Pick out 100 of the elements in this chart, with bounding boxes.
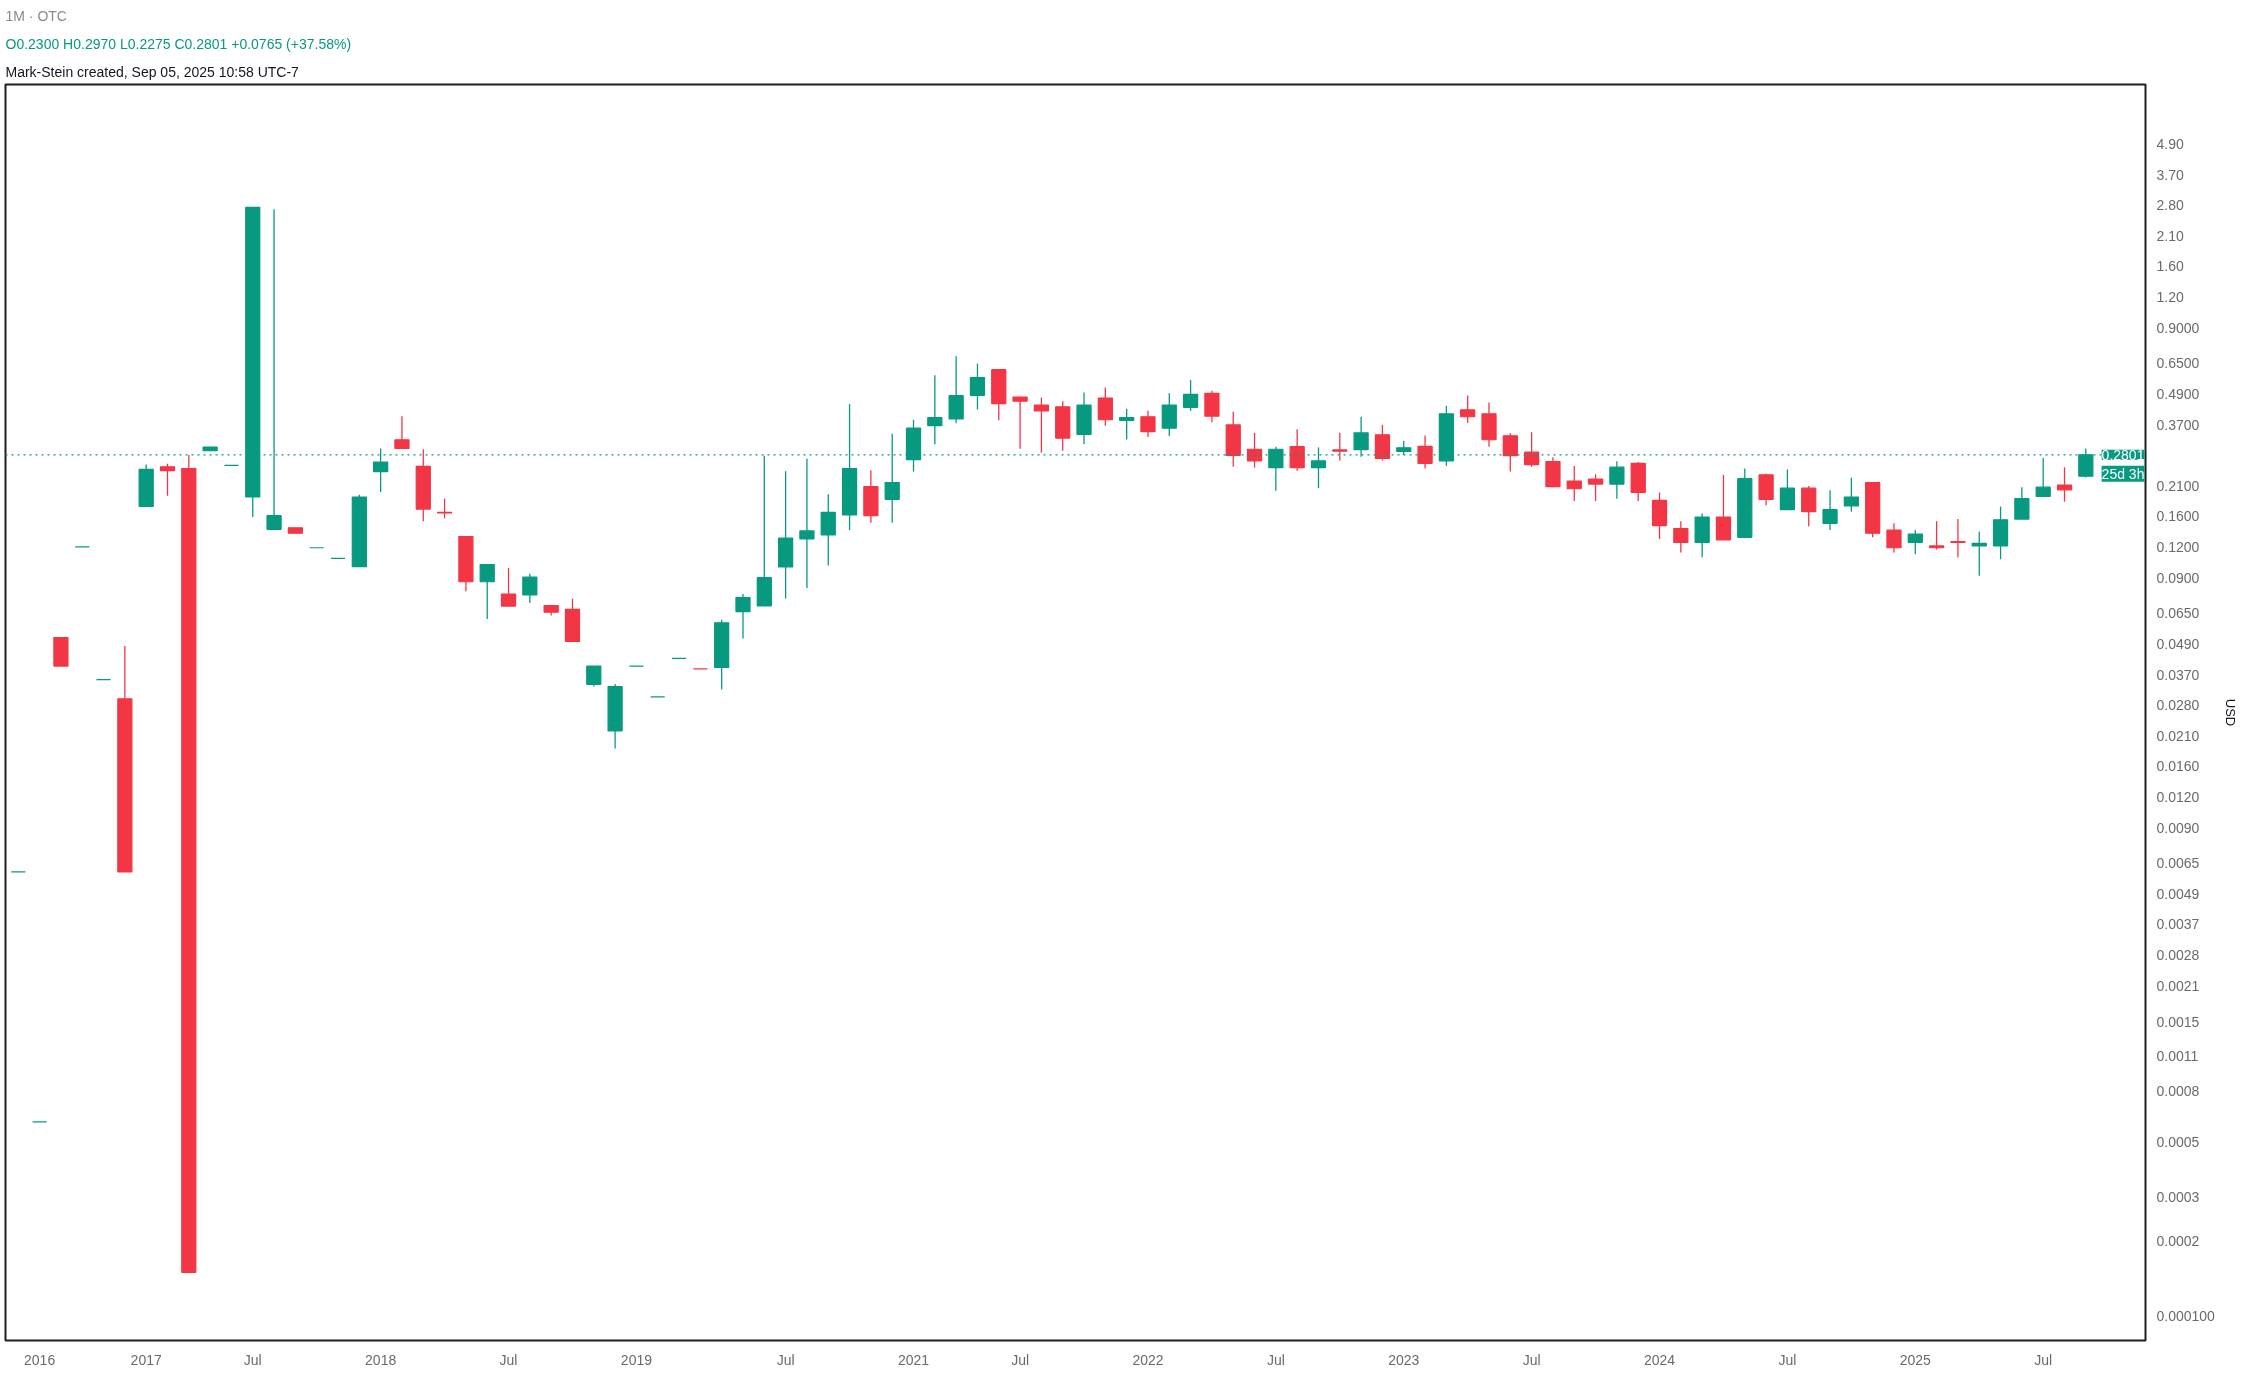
y-tick-label: 0.9000 bbox=[2156, 320, 2200, 337]
y-tick-label: 0.0002 bbox=[2156, 1233, 2200, 1250]
x-tick-label: 2025 bbox=[1899, 1351, 1932, 1368]
y-tick-label: 2.10 bbox=[2156, 228, 2184, 245]
candlestick bbox=[1950, 518, 1966, 558]
y-tick-label: 0.4900 bbox=[2156, 386, 2200, 403]
candlestick bbox=[1417, 434, 1433, 470]
ref-line-label: 0.2801 bbox=[2101, 446, 2145, 463]
candlestick bbox=[1012, 395, 1028, 450]
x-tick-label: Jul bbox=[1522, 1351, 1541, 1368]
y-tick-label: 0.0120 bbox=[2156, 788, 2200, 805]
x-tick-label: Jul bbox=[1266, 1351, 1285, 1368]
y-tick-label: 0.0490 bbox=[2156, 636, 2200, 653]
x-tick-label: Jul bbox=[243, 1351, 262, 1368]
y-tick-label: 0.0090 bbox=[2156, 819, 2200, 836]
candlestick bbox=[1673, 520, 1689, 554]
y-tick-label: 0.1600 bbox=[2156, 507, 2200, 524]
candlestick bbox=[1502, 432, 1518, 473]
y-tick-label: 0.0003 bbox=[2156, 1189, 2200, 1206]
y-tick-label: 3.70 bbox=[2156, 166, 2184, 183]
x-tick-label: Jul bbox=[499, 1351, 518, 1368]
y-tick-label: 0.0028 bbox=[2156, 946, 2200, 963]
candlestick bbox=[159, 463, 176, 497]
y-tick-label: 0.0160 bbox=[2156, 757, 2200, 774]
candlestick bbox=[1460, 394, 1476, 424]
candlestick bbox=[1609, 460, 1625, 500]
candlestick bbox=[2014, 486, 2030, 520]
candlestick bbox=[1119, 408, 1135, 441]
y-tick-label: 0.0065 bbox=[2156, 855, 2200, 872]
candlestick bbox=[394, 415, 410, 450]
candlestick bbox=[1886, 522, 1902, 554]
y-tick-label: 1.60 bbox=[2156, 257, 2184, 274]
x-tick-label: Jul bbox=[2034, 1351, 2053, 1368]
candlestick bbox=[948, 355, 964, 424]
y-tick-label: 2.80 bbox=[2156, 197, 2184, 214]
y-tick-label: 0.1200 bbox=[2156, 538, 2200, 555]
candlestick bbox=[1907, 529, 1923, 555]
candlestick bbox=[1204, 390, 1220, 423]
text: Mark-Stein created, Sep 05, 2025 10:58 UTC-7 bbox=[5, 63, 300, 80]
candlestick bbox=[436, 498, 453, 520]
x-tick-label: 2017 bbox=[130, 1351, 162, 1368]
y-tick-label: 0.0015 bbox=[2156, 1014, 2200, 1031]
text: 25d 3h bbox=[2101, 465, 2145, 482]
candlestick bbox=[1140, 409, 1156, 438]
x-tick-label: 2019 bbox=[620, 1351, 653, 1368]
candlestick bbox=[1332, 432, 1348, 462]
x-tick-label: Jul bbox=[776, 1351, 795, 1368]
candlestick bbox=[1928, 520, 1945, 551]
x-tick-label: 2021 bbox=[897, 1351, 930, 1368]
candlestick bbox=[1182, 379, 1199, 412]
y-tick-label: 0.0008 bbox=[2156, 1082, 2200, 1099]
candlestick bbox=[969, 363, 986, 411]
y-tick-label: 0.0049 bbox=[2156, 885, 2200, 902]
candlestick bbox=[799, 458, 815, 589]
y-tick-label: 0.6500 bbox=[2156, 355, 2200, 372]
y-tick-label: 0.0280 bbox=[2156, 696, 2200, 713]
x-tick-label: 2016 bbox=[24, 1351, 56, 1368]
y-tick-label: 0.0900 bbox=[2156, 570, 2200, 587]
candlestick bbox=[820, 493, 836, 567]
candlestick bbox=[522, 573, 538, 604]
y-tick-label: 0.3700 bbox=[2156, 416, 2200, 433]
candlestick bbox=[1289, 428, 1305, 472]
y-tick-label: 0.0370 bbox=[2156, 666, 2200, 683]
candlestick bbox=[1822, 489, 1838, 531]
candlestick bbox=[927, 374, 943, 445]
candlestick bbox=[1033, 396, 1050, 454]
y-tick-label: 0.0011 bbox=[2156, 1048, 2199, 1065]
candlestick bbox=[735, 593, 751, 640]
y-tick-label: 0.0210 bbox=[2156, 728, 2200, 744]
candlestick bbox=[1161, 392, 1177, 437]
candlestick bbox=[1097, 386, 1113, 427]
x-tick-label: Jul bbox=[1011, 1351, 1030, 1368]
candlestick bbox=[1779, 468, 1796, 511]
x-tick-label: 2024 bbox=[1643, 1351, 1676, 1368]
y-tick-label: 4.90 bbox=[2156, 136, 2184, 153]
x-tick-label: 2022 bbox=[1132, 1351, 1164, 1368]
y-axis-title: USD bbox=[2222, 698, 2238, 727]
x-tick-label: Jul bbox=[1778, 1351, 1797, 1368]
y-tick-label: 1.20 bbox=[2156, 288, 2184, 305]
y-tick-label: 0.2100 bbox=[2156, 478, 2200, 495]
candlestick bbox=[1566, 465, 1582, 502]
y-tick-label: 0.0005 bbox=[2156, 1133, 2200, 1150]
chart-title: 1M · OTC bbox=[5, 7, 67, 24]
candlestick bbox=[479, 563, 495, 620]
candlestick bbox=[1971, 531, 1987, 577]
y-tick-label: 0.0021 bbox=[2156, 977, 2200, 994]
candlestick bbox=[1843, 477, 1859, 513]
x-tick-label: 2018 bbox=[365, 1351, 397, 1368]
candlestick bbox=[586, 665, 602, 688]
candlestick bbox=[1715, 474, 1732, 541]
chart-subtitle: O0.2300 H0.2970 L0.2275 C0.2801 +0.0765 (+37.58%) bbox=[5, 35, 352, 52]
y-tick-label: 0.0650 bbox=[2156, 605, 2200, 622]
candlestick bbox=[1587, 473, 1604, 502]
y-tick-label: 0.000100 bbox=[2156, 1308, 2216, 1325]
candlestick bbox=[1374, 424, 1391, 462]
candlestick bbox=[2035, 457, 2051, 498]
candlestick bbox=[500, 567, 517, 607]
candlestick bbox=[1801, 485, 1817, 527]
candlestick bbox=[1246, 432, 1263, 469]
candlestick bbox=[2056, 466, 2073, 503]
